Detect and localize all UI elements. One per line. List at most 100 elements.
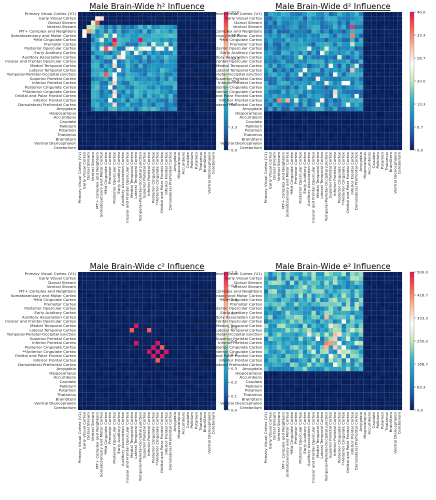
- heatmap-cell: [164, 93, 169, 99]
- heatmap-cell: [194, 72, 199, 77]
- heatmap-cell: [198, 111, 204, 116]
- heatmap-cell: [116, 362, 122, 367]
- heatmap-cell: [129, 145, 135, 151]
- heatmap-cell: [172, 392, 178, 398]
- heatmap-cell: [302, 397, 308, 402]
- heatmap-cell: [393, 98, 398, 103]
- heatmap-cell: [376, 379, 381, 385]
- heatmap-cell: [307, 76, 312, 82]
- heatmap-cell: [341, 302, 346, 307]
- heatmap-cell: [272, 371, 277, 376]
- y-tick-label: Inferior Frontal Cortex: [219, 357, 262, 362]
- heatmap-cell: [125, 63, 130, 69]
- heatmap-cell: [281, 33, 286, 38]
- heatmap-cell: [99, 341, 104, 346]
- heatmap-cell: [108, 405, 113, 411]
- heatmap-cell: [298, 50, 303, 56]
- colorbar-tick-label: 1.0: [231, 269, 238, 274]
- heatmap-cell: [371, 276, 377, 281]
- heatmap-cell: [354, 371, 359, 376]
- heatmap-cell: [320, 20, 325, 25]
- heatmap-cell: [198, 42, 204, 47]
- colorbar-tick-label: 26.7: [417, 55, 426, 60]
- heatmap-cell: [125, 89, 130, 94]
- heatmap-cell: [397, 405, 403, 411]
- heatmap-cell: [78, 371, 83, 376]
- heatmap-cell: [112, 111, 117, 116]
- heatmap-cell: [371, 124, 377, 129]
- heatmap-cell: [281, 397, 286, 402]
- heatmap-cell: [384, 137, 390, 142]
- heatmap-cell: [389, 42, 394, 47]
- heatmap-cell: [272, 141, 277, 146]
- heatmap-cell: [337, 111, 342, 116]
- heatmap-cell: [99, 289, 104, 294]
- heatmap-cell: [138, 85, 143, 90]
- heatmap-cell: [147, 141, 152, 146]
- heatmap-cell: [298, 319, 303, 324]
- heatmap-cell: [190, 141, 195, 146]
- heatmap-cell: [320, 384, 325, 389]
- heatmap-cell: [285, 336, 290, 342]
- x-tick-label: Inferior Parietal Cortex: [332, 151, 337, 196]
- heatmap-cell: [337, 388, 342, 393]
- heatmap-cell: [315, 24, 321, 30]
- heatmap-cell: [324, 371, 329, 376]
- heatmap-cell: [129, 306, 135, 311]
- y-tick-label: Hippocampus: [235, 370, 262, 375]
- x-tick-label: BrainStem: [202, 412, 207, 433]
- heatmap-cell: [86, 33, 91, 38]
- heatmap-cell: [328, 366, 334, 372]
- heatmap-cell: [103, 401, 109, 406]
- heatmap-cell: [129, 46, 135, 51]
- heatmap-cell: [367, 310, 372, 316]
- heatmap-cell: [389, 319, 394, 324]
- heatmap-cell: [328, 37, 334, 43]
- heatmap-cell: [354, 128, 359, 133]
- heatmap-cell: [116, 42, 122, 47]
- heatmap-cell: [302, 29, 308, 34]
- heatmap-cell: [108, 353, 113, 359]
- heatmap-cell: [134, 98, 139, 103]
- heatmap-cell: [116, 98, 122, 103]
- heatmap-cell: [108, 384, 113, 389]
- heatmap-cell: [367, 289, 372, 294]
- heatmap-cell: [129, 289, 135, 294]
- heatmap-cell: [354, 102, 359, 107]
- heatmap-cell: [185, 392, 191, 398]
- heatmap-cell: [99, 293, 104, 298]
- heatmap-cell: [276, 37, 282, 43]
- heatmap-cell: [207, 341, 212, 346]
- heatmap-cell: [86, 379, 91, 385]
- heatmap-cell: [82, 297, 87, 303]
- heatmap-cell: [90, 310, 96, 316]
- heatmap-cell: [194, 366, 199, 372]
- heatmap-cell: [358, 366, 364, 372]
- heatmap-cell: [337, 106, 342, 112]
- heatmap-cell: [281, 379, 286, 385]
- heatmap-cell: [298, 29, 303, 34]
- heatmap-cell: [203, 366, 208, 372]
- heatmap-cell: [298, 33, 303, 38]
- heatmap-cell: [264, 119, 269, 125]
- heatmap-cell: [345, 98, 351, 103]
- heatmap-cell: [397, 332, 403, 337]
- heatmap-cell: [121, 332, 126, 337]
- heatmap-cell: [151, 315, 156, 320]
- heatmap-cell: [194, 50, 199, 56]
- heatmap-cell: [302, 106, 308, 112]
- heatmap-cell: [307, 132, 312, 138]
- heatmap-cell: [341, 59, 346, 64]
- heatmap-cell: [78, 284, 83, 290]
- heatmap-cell: [307, 24, 312, 30]
- heatmap-cell: [211, 345, 217, 350]
- heatmap-cell: [345, 272, 351, 277]
- heatmap-cell: [181, 362, 186, 367]
- x-tick-label: Medial Temporal Cortex: [315, 151, 320, 198]
- heatmap-cell: [138, 405, 143, 411]
- heatmap-cell: [155, 33, 160, 38]
- heatmap-cell: [112, 341, 117, 346]
- heatmap-cell: [108, 392, 113, 398]
- heatmap-cell: [151, 81, 156, 86]
- heatmap-cell: [324, 345, 329, 350]
